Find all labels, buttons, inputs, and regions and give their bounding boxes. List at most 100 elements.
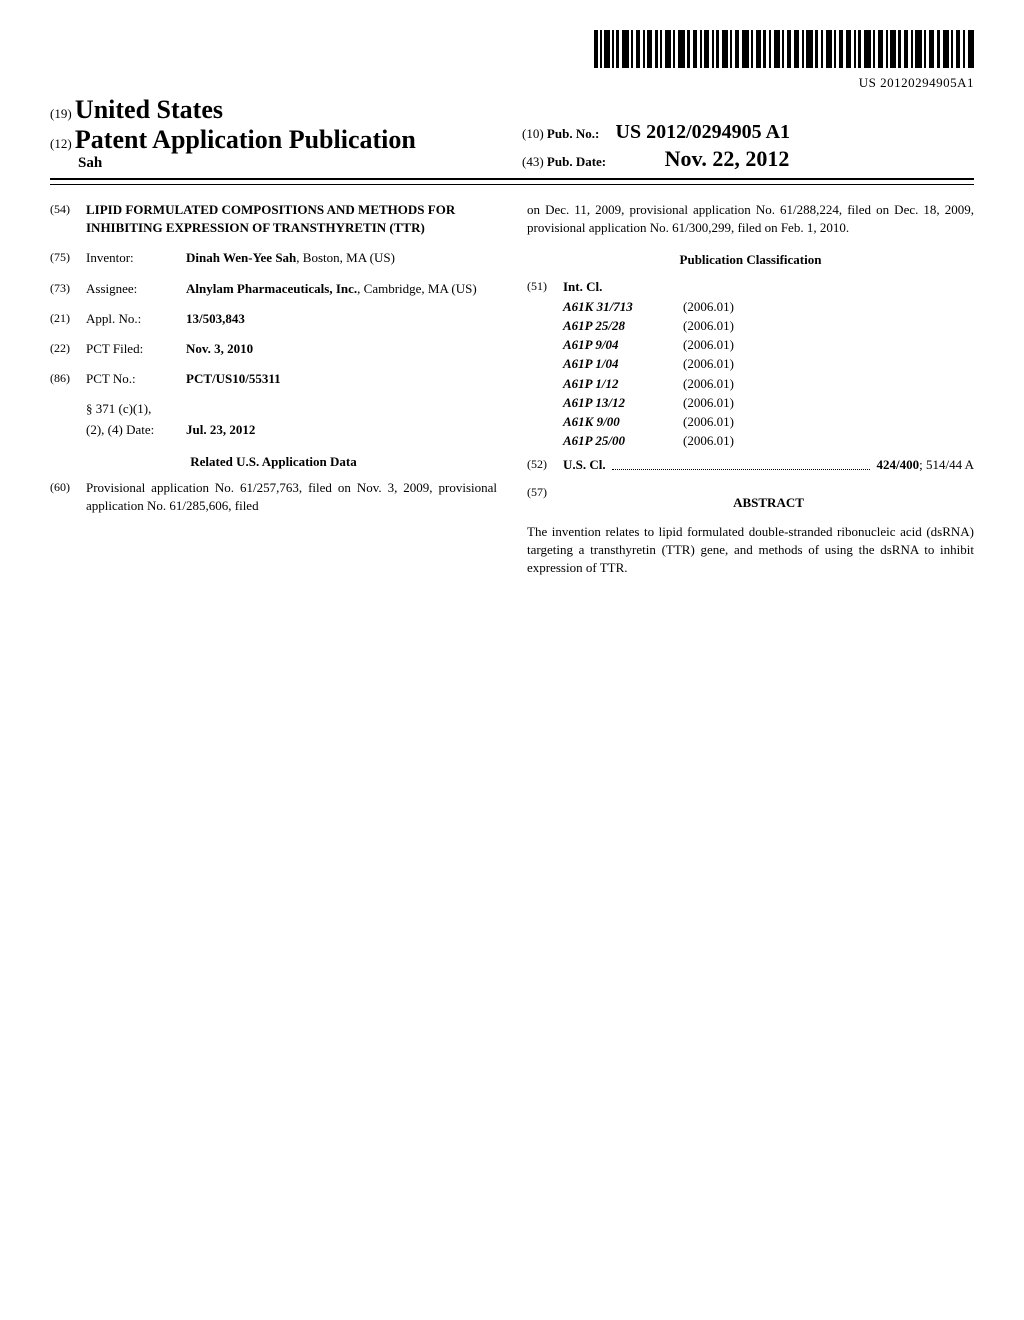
uscl-primary: 424/400 [876,457,919,472]
uscl-rest: ; 514/44 A [919,457,974,472]
country-line: (19) United States [50,95,502,125]
pub-date: Nov. 22, 2012 [665,146,790,171]
ipc-code: A61P 25/00 [563,432,683,450]
pctno: PCT/US10/55311 [186,370,497,388]
doc-type-line: (12) Patent Application Publication [50,125,502,155]
pctfiled-label: PCT Filed: [86,340,186,358]
s371-date-label: (2), (4) Date: [86,421,186,439]
author-name: Sah [78,155,102,171]
intcl-label: Int. Cl. [563,278,602,296]
ipc-row: A61P 25/00(2006.01) [563,432,974,450]
s371-row: § 371 (c)(1), [50,400,497,418]
ipc-row: A61K 31/713(2006.01) [563,298,974,316]
title-row: (54) LIPID FORMULATED COMPOSITIONS AND M… [50,201,497,237]
pub-class-heading: Publication Classification [527,251,974,269]
related-heading: Related U.S. Application Data [50,453,497,471]
applno-row: (21) Appl. No.: 13/503,843 [50,310,497,328]
header-row: (19) United States (12) Patent Applicati… [50,95,974,180]
ipc-row: A61P 1/04(2006.01) [563,355,974,373]
ipc-row: A61P 13/12(2006.01) [563,394,974,412]
code-51: (51) [527,278,563,296]
pub-no: US 2012/0294905 A1 [616,121,790,143]
uscl-label: U.S. Cl. [563,456,606,474]
code-21: (21) [50,310,86,328]
doc-type: Patent Application Publication [75,125,416,154]
ipc-code: A61P 1/04 [563,355,683,373]
provisional: Provisional application No. 61/257,763, … [86,479,497,515]
ipc-ver: (2006.01) [683,413,734,431]
s371-date: Jul. 23, 2012 [186,421,497,439]
ipc-ver: (2006.01) [683,394,734,412]
barcode-section: US 20120294905A1 [50,30,974,91]
abstract: The invention relates to lipid formulate… [527,523,974,578]
code-73: (73) [50,280,86,298]
intcl-row: (51) Int. Cl. [527,278,974,296]
inventor-label: Inventor: [86,249,186,267]
ipc-code: A61P 25/28 [563,317,683,335]
provisional-cont: on Dec. 11, 2009, provisional applicatio… [527,201,974,237]
code-19: (19) [50,106,72,121]
right-column: on Dec. 11, 2009, provisional applicatio… [527,201,974,577]
ipc-code: A61K 9/00 [563,413,683,431]
ipc-ver: (2006.01) [683,317,734,335]
ipc-row: A61P 25/28(2006.01) [563,317,974,335]
s371-spacer2 [50,421,86,439]
uscl-value: 424/400; 514/44 A [876,456,974,474]
abstract-heading-row: (57) ABSTRACT [527,484,974,518]
pctfiled-row: (22) PCT Filed: Nov. 3, 2010 [50,340,497,358]
s371-label: § 371 (c)(1), [86,400,186,418]
s371-spacer [50,400,86,418]
code-54: (54) [50,201,86,237]
ipc-code: A61P 1/12 [563,375,683,393]
code-22: (22) [50,340,86,358]
pub-date-line: (43) Pub. Date: Nov. 22, 2012 [522,146,974,172]
assignee-name: Alnylam Pharmaceuticals, Inc. [186,281,357,296]
pctno-label: PCT No.: [86,370,186,388]
barcode-image [594,30,974,68]
country: United States [75,95,223,124]
pctno-row: (86) PCT No.: PCT/US10/55311 [50,370,497,388]
inventor-value: Dinah Wen-Yee Sah, Boston, MA (US) [186,249,497,267]
code-60: (60) [50,479,86,515]
pctfiled: Nov. 3, 2010 [186,340,497,358]
applno: 13/503,843 [186,310,497,328]
left-column: (54) LIPID FORMULATED COMPOSITIONS AND M… [50,201,497,577]
divider [50,184,974,185]
provisional-row: (60) Provisional application No. 61/257,… [50,479,497,515]
abstract-heading: ABSTRACT [563,494,974,512]
assignee-loc: , Cambridge, MA (US) [357,281,477,296]
pub-no-label: Pub. No.: [547,126,599,141]
inventor-row: (75) Inventor: Dinah Wen-Yee Sah, Boston… [50,249,497,267]
ipc-ver: (2006.01) [683,432,734,450]
barcode-text: US 20120294905A1 [50,75,974,91]
assignee-row: (73) Assignee: Alnylam Pharmaceuticals, … [50,280,497,298]
body-columns: (54) LIPID FORMULATED COMPOSITIONS AND M… [50,201,974,577]
pub-date-label: Pub. Date: [547,154,606,169]
inventor-loc: , Boston, MA (US) [296,250,395,265]
code-10: (10) [522,126,544,141]
ipc-row: A61K 9/00(2006.01) [563,413,974,431]
code-12: (12) [50,136,72,151]
code-86: (86) [50,370,86,388]
code-43: (43) [522,154,544,169]
s371-date-row: (2), (4) Date: Jul. 23, 2012 [50,421,497,439]
ipc-ver: (2006.01) [683,355,734,373]
ipc-ver: (2006.01) [683,375,734,393]
uscl-row: (52) U.S. Cl. 424/400; 514/44 A [527,456,974,474]
inventor-name: Dinah Wen-Yee Sah [186,250,296,265]
author-line: Sah [78,155,502,172]
code-57: (57) [527,484,563,518]
code-52: (52) [527,456,563,474]
header-left: (19) United States (12) Patent Applicati… [50,95,502,172]
ipc-ver: (2006.01) [683,336,734,354]
ipc-code: A61P 13/12 [563,394,683,412]
ipc-row: A61P 1/12(2006.01) [563,375,974,393]
ipc-ver: (2006.01) [683,298,734,316]
title: LIPID FORMULATED COMPOSITIONS AND METHOD… [86,201,497,237]
ipc-row: A61P 9/04(2006.01) [563,336,974,354]
applno-label: Appl. No.: [86,310,186,328]
assignee-value: Alnylam Pharmaceuticals, Inc., Cambridge… [186,280,497,298]
ipc-code: A61P 9/04 [563,336,683,354]
uscl-dots [612,456,871,470]
code-75: (75) [50,249,86,267]
